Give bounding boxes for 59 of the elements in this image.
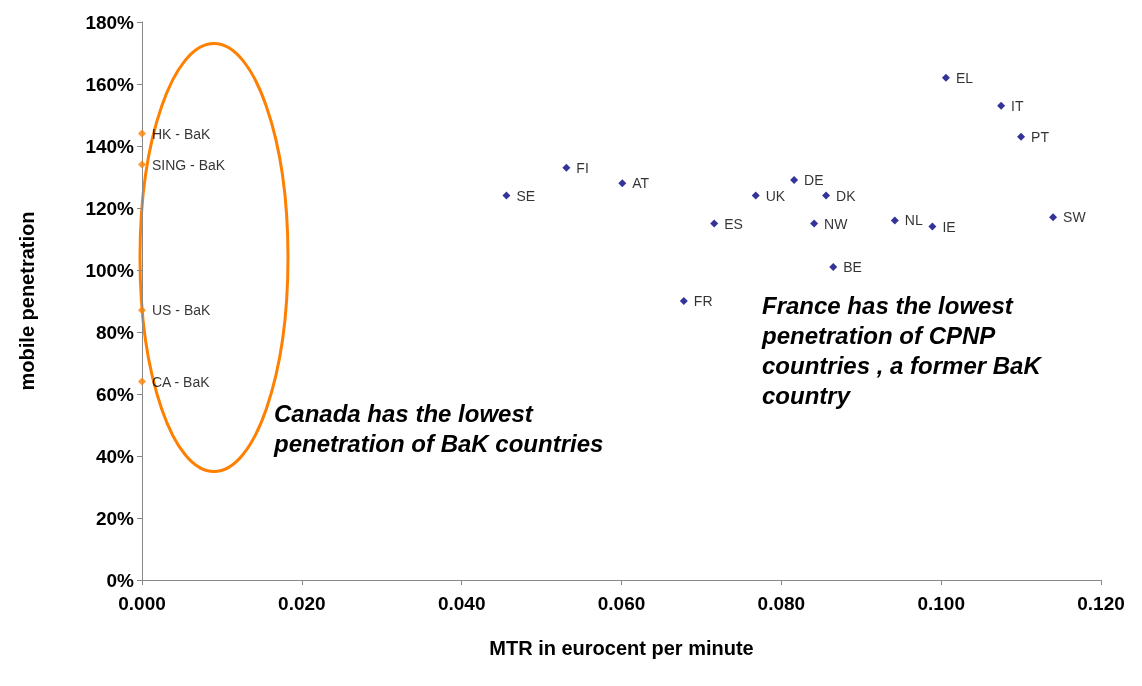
y-tick-label: 20% (95, 507, 135, 529)
point (751, 191, 760, 200)
data-label: FR (693, 293, 713, 309)
x-axis-title: MTR in eurocent per minute (489, 637, 754, 659)
x-tick-label: 0.060 (597, 593, 646, 614)
point (941, 73, 950, 82)
data-label: ES (724, 215, 743, 232)
annotation: Canada has the lowest penetration of BaK countries (273, 399, 604, 457)
data-label: DE (804, 172, 824, 189)
x-tick-label: 0.000 (118, 593, 166, 614)
point (810, 219, 819, 228)
point (790, 176, 799, 185)
data-label: NW (824, 215, 849, 232)
x-tick-label: 0.120 (1077, 593, 1125, 614)
y-tick-label: 100% (85, 259, 135, 281)
x-tick-label: 0.020 (278, 593, 326, 614)
data-label: US - BaK (152, 302, 212, 319)
data-label: DK (836, 187, 857, 204)
point (562, 163, 571, 172)
point (822, 191, 831, 200)
y-tick-label: 60% (95, 383, 135, 405)
x-tick-label: 0.040 (437, 593, 486, 614)
annotation: France has the lowest penetration of CPNP countries , a former BaK country (761, 291, 1048, 409)
point (138, 377, 146, 386)
point (997, 101, 1006, 110)
point (928, 222, 937, 231)
point (502, 191, 511, 200)
data-label: PT (1031, 128, 1050, 145)
data-label: SW (1063, 209, 1087, 226)
y-tick-label: 80% (95, 321, 135, 343)
data-label: SE (516, 187, 536, 204)
point (1049, 213, 1058, 222)
point (890, 216, 899, 225)
point (138, 160, 146, 169)
y-tick-label: 0% (106, 569, 135, 591)
point (138, 306, 146, 315)
data-label: NL (904, 212, 923, 229)
x-tick-label: 0.080 (757, 593, 806, 614)
data-label: IT (1011, 97, 1024, 114)
data-label: FI (576, 159, 589, 176)
data-label: EL (955, 69, 974, 86)
point (1017, 132, 1026, 141)
y-tick-label: 160% (85, 73, 135, 95)
point (138, 129, 146, 138)
point (679, 297, 688, 305)
point (710, 219, 719, 228)
y-tick-label: 180% (85, 11, 135, 33)
y-tick-label: 140% (85, 135, 135, 157)
y-axis-title: mobile penetration (16, 211, 38, 391)
y-tick-label: 120% (85, 197, 135, 219)
y-tick-label: 40% (95, 445, 135, 467)
point (618, 179, 627, 188)
data-label: UK (765, 187, 786, 204)
data-label: SING - BaK (152, 156, 226, 173)
data-label: AT (632, 175, 650, 192)
data-label: IE (942, 218, 956, 235)
point (829, 262, 838, 271)
data-label: BE (843, 258, 862, 275)
x-tick-label: 0.100 (917, 593, 965, 614)
